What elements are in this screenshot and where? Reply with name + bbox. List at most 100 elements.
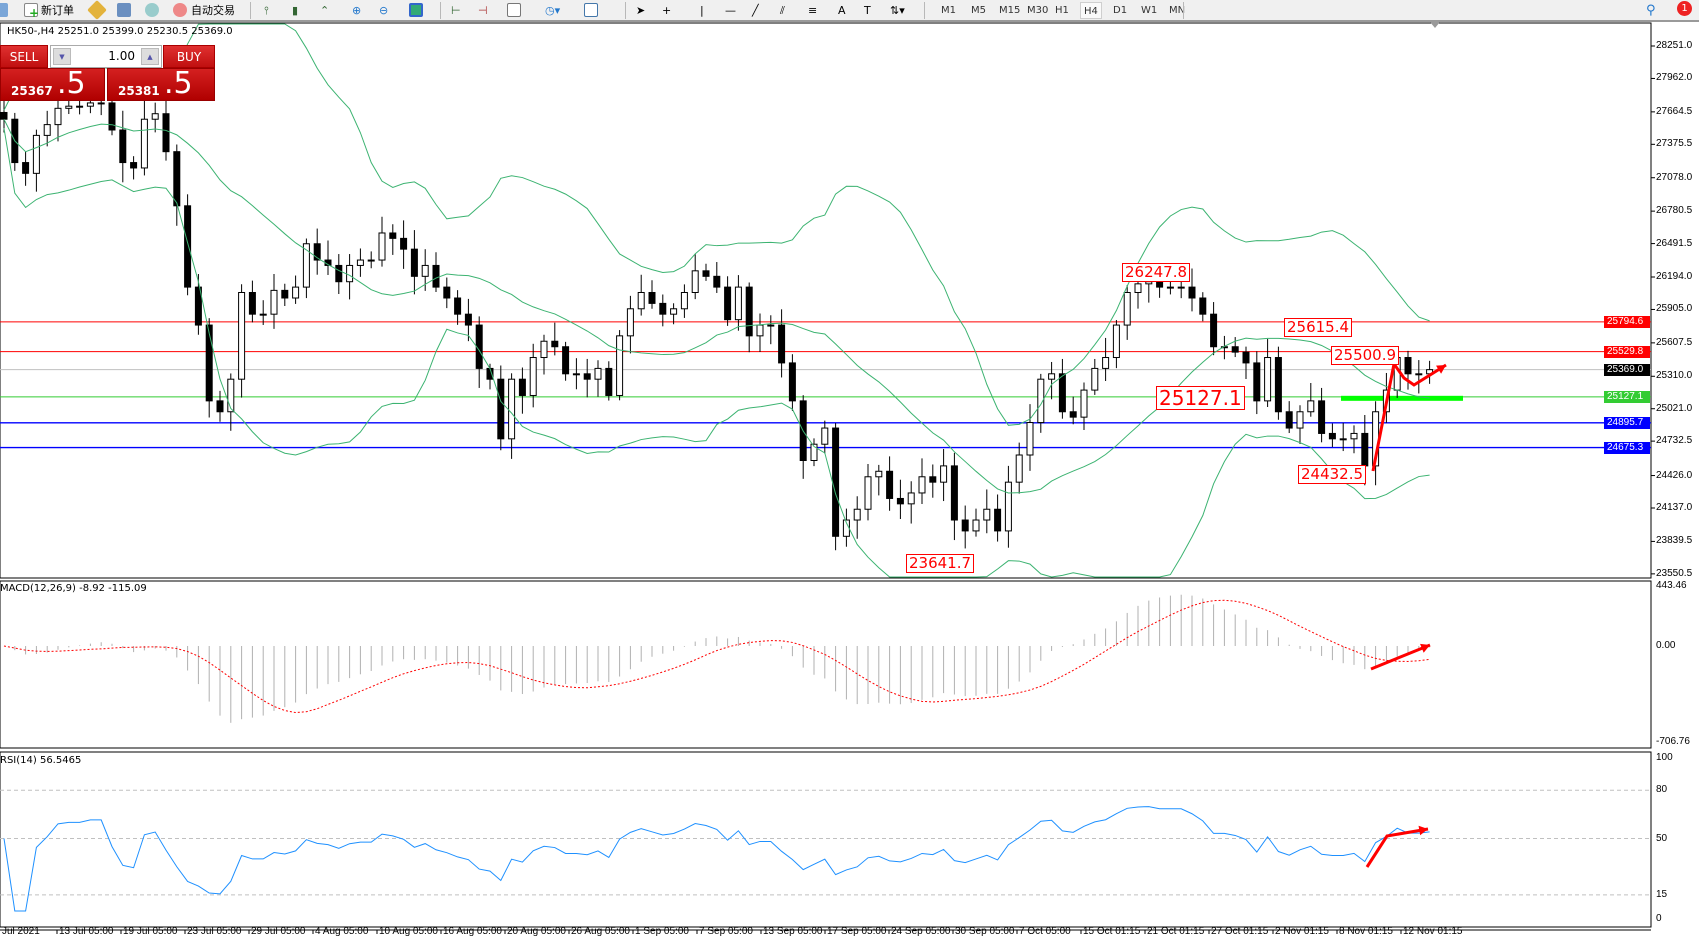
lot-size-input[interactable]: ▼ 1.00 ▲ <box>50 45 162 68</box>
add-indicator-icon[interactable] <box>507 3 521 17</box>
time-axis-label: 15 Oct 01:15 <box>1083 926 1141 937</box>
price-line-label: 25794.6 <box>1604 315 1650 328</box>
annotation-high[interactable]: 26247.8 <box>1122 263 1191 282</box>
sell-price-frac: .5 <box>57 66 86 101</box>
time-axis-label: 7 Sep 05:00 <box>699 926 753 937</box>
candle-body <box>173 151 181 207</box>
candle-body <box>1339 438 1347 441</box>
time-axis-label: 24 Sep 05:00 <box>891 926 951 937</box>
price-chart[interactable] <box>0 22 1699 939</box>
cursor-icon[interactable]: ➤ <box>636 4 646 17</box>
timeframe-w1[interactable]: W1 <box>1141 5 1158 16</box>
sell-price[interactable]: 25367 .5 <box>0 66 105 101</box>
candle-body <box>346 264 354 283</box>
navigator-icon[interactable] <box>117 3 131 17</box>
price-line-label: 25529.8 <box>1604 345 1650 358</box>
annotation-recent-low[interactable]: 24432.5 <box>1298 465 1367 484</box>
rsi-axis-label: 100 <box>1656 752 1673 763</box>
candle-body <box>1350 432 1358 440</box>
period-clock-icon[interactable]: ◷▾ <box>545 4 561 17</box>
candle-body <box>1134 283 1142 293</box>
zoom-in-icon[interactable]: ⊕ <box>352 4 362 17</box>
market-watch-icon[interactable] <box>87 0 107 20</box>
sell-button[interactable]: SELL <box>0 45 48 68</box>
annotation-support[interactable]: 25127.1 <box>1156 386 1245 410</box>
candle-body <box>562 346 570 375</box>
rsi-forecast-arrow <box>1365 827 1429 868</box>
auto-trade-button[interactable]: 自动交易 <box>191 4 235 17</box>
candle-body <box>605 367 613 396</box>
candle-body <box>86 102 94 107</box>
timeframe-h1[interactable]: H1 <box>1055 5 1069 16</box>
zoom-out-icon[interactable]: ⊖ <box>379 4 389 17</box>
candle-body <box>540 340 548 359</box>
text-icon[interactable]: A <box>838 4 846 17</box>
shift-icon[interactable]: ⊣ <box>478 4 488 17</box>
candle-body <box>97 102 105 105</box>
rsi-axis-label: 15 <box>1656 888 1668 900</box>
candle-body <box>1048 373 1056 380</box>
time-axis-label: 17 Sep 05:00 <box>827 926 887 937</box>
rsi-axis-label: 80 <box>1656 784 1668 796</box>
signals-icon[interactable] <box>145 3 159 17</box>
candle-body <box>1328 432 1336 440</box>
timeframe-m5[interactable]: M5 <box>971 5 986 16</box>
candle-body <box>443 286 451 299</box>
scroll-icon[interactable]: ⊢ <box>451 4 461 17</box>
candle-body <box>1199 297 1207 315</box>
price-line-label: 24895.7 <box>1604 416 1650 429</box>
timeframe-d1[interactable]: D1 <box>1113 5 1128 16</box>
timeframe-h4[interactable]: H4 <box>1080 2 1102 19</box>
vertical-line-icon[interactable]: | <box>700 4 704 17</box>
arrows-icon[interactable]: ⇅▾ <box>890 4 905 17</box>
timeframe-m15[interactable]: M15 <box>999 5 1021 16</box>
candle-body <box>421 264 429 277</box>
candle-body <box>1058 373 1066 413</box>
timeframe-m1[interactable]: M1 <box>941 5 956 16</box>
new-order-icon[interactable]: + <box>24 3 39 19</box>
candlestick-icon[interactable]: ▮ <box>292 4 299 17</box>
rsi-line <box>3 806 1430 912</box>
buy-button[interactable]: BUY <box>163 45 215 68</box>
candle-body <box>810 443 818 461</box>
candle-body <box>497 378 505 440</box>
time-axis-label: 21 Oct 01:15 <box>1147 926 1205 937</box>
candle-body <box>43 124 51 136</box>
lot-decrease-icon[interactable]: ▼ <box>53 48 71 65</box>
crosshair-icon[interactable]: + <box>662 4 672 17</box>
fibonacci-icon[interactable]: ≡ <box>808 4 818 17</box>
candle-body <box>950 465 958 521</box>
candle-body <box>130 162 138 169</box>
separator <box>625 2 626 19</box>
annotation-swing-high[interactable]: 25615.4 <box>1284 318 1353 337</box>
timeframe-m30[interactable]: M30 <box>1027 5 1049 16</box>
candle-body <box>918 476 926 494</box>
candle-body <box>767 324 775 327</box>
buy-price[interactable]: 25381 .5 <box>107 66 215 101</box>
new-order-button[interactable]: 新订单 <box>41 4 74 17</box>
annotation-recent-high[interactable]: 25500.9 <box>1331 346 1400 365</box>
trendline-icon[interactable]: ╱ <box>752 4 759 17</box>
annotation-low[interactable]: 23641.7 <box>906 554 975 573</box>
candle-body <box>1253 362 1261 402</box>
candle-body <box>1210 313 1218 348</box>
rsi-label: RSI(14) 56.5465 <box>0 755 82 766</box>
timeframe-mn[interactable]: MN <box>1169 5 1186 16</box>
search-icon[interactable] <box>0 3 8 17</box>
horizontal-line-icon[interactable]: — <box>725 4 736 17</box>
text-label-icon[interactable]: T <box>864 4 871 17</box>
search-icon[interactable]: ⚲ <box>1646 3 1656 18</box>
channel-icon[interactable]: ⫽ <box>780 4 785 17</box>
candle-body <box>518 378 526 396</box>
candle-body <box>551 340 559 348</box>
line-chart-icon[interactable]: ⌃ <box>320 4 330 17</box>
tile-windows-icon[interactable] <box>409 3 423 17</box>
notification-badge[interactable]: 1 <box>1677 1 1692 16</box>
template-icon[interactable] <box>584 3 598 17</box>
bar-chart-icon[interactable]: ⫯ <box>264 4 269 17</box>
lot-value[interactable]: 1.00 <box>108 49 135 63</box>
chart-shift-marker <box>1430 22 1440 28</box>
lot-increase-icon[interactable]: ▲ <box>141 48 159 65</box>
auto-trade-icon[interactable] <box>173 3 187 17</box>
time-axis-label: 16 Aug 05:00 <box>443 926 502 937</box>
